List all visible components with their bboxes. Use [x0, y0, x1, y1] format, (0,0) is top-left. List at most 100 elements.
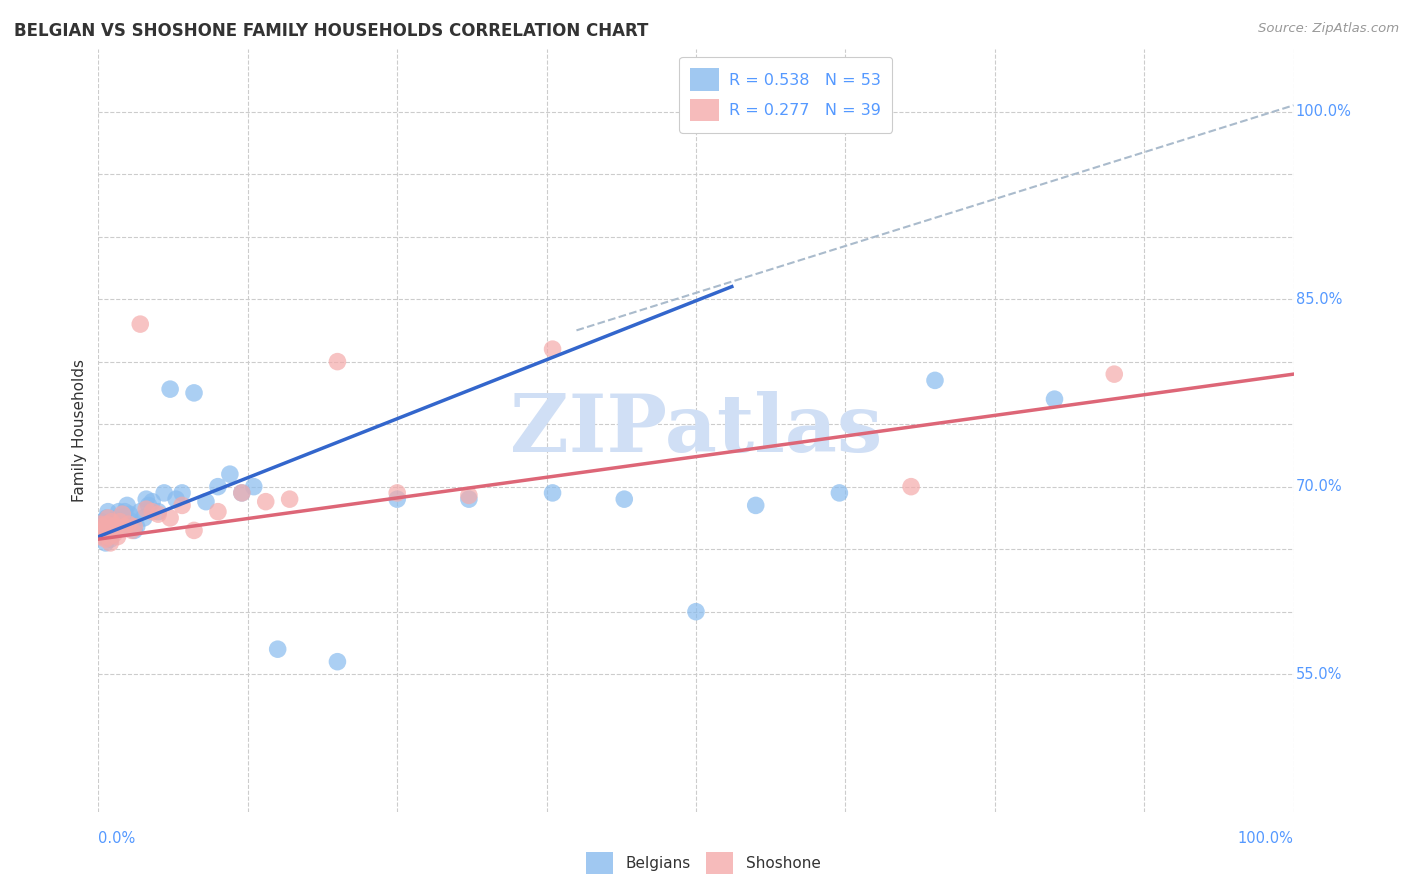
Point — [267, 642, 290, 657]
Point — [541, 342, 564, 356]
Point — [326, 655, 349, 669]
Point — [458, 488, 481, 502]
Point — [89, 517, 111, 532]
Point — [89, 517, 111, 532]
Point — [278, 492, 301, 507]
Point — [115, 499, 138, 513]
Point — [97, 511, 120, 525]
Point — [104, 524, 127, 538]
Point — [129, 317, 152, 331]
Point — [541, 486, 564, 500]
Point — [828, 486, 851, 500]
Point — [135, 502, 157, 516]
Text: 0.0%: 0.0% — [98, 830, 135, 846]
Point — [114, 505, 136, 519]
Legend: R = 0.538   N = 53, R = 0.277   N = 39: R = 0.538 N = 53, R = 0.277 N = 39 — [679, 57, 891, 133]
Point — [124, 524, 146, 538]
Point — [98, 536, 122, 550]
Point — [148, 505, 170, 519]
Point — [458, 492, 481, 507]
Point — [111, 507, 134, 521]
Text: 55.0%: 55.0% — [1296, 666, 1343, 681]
Point — [103, 519, 125, 533]
Point — [121, 515, 143, 529]
Point — [98, 530, 121, 544]
Point — [104, 524, 127, 538]
Point — [685, 605, 707, 619]
Text: 100.0%: 100.0% — [1237, 830, 1294, 846]
Point — [110, 519, 132, 533]
Point — [103, 527, 125, 541]
Point — [613, 492, 636, 507]
Point — [90, 524, 112, 538]
Point — [924, 373, 946, 387]
Point — [98, 532, 122, 546]
Point — [172, 499, 194, 513]
Point — [93, 527, 115, 541]
Point — [107, 530, 129, 544]
Point — [107, 511, 129, 525]
Point — [231, 486, 253, 500]
Point — [105, 519, 128, 533]
Point — [141, 494, 163, 508]
Text: Source: ZipAtlas.com: Source: ZipAtlas.com — [1258, 22, 1399, 36]
Point — [254, 494, 277, 508]
Point — [326, 354, 349, 368]
Point — [138, 499, 160, 513]
Point — [94, 536, 117, 550]
Point — [159, 382, 181, 396]
Point — [165, 492, 187, 507]
Point — [96, 517, 118, 532]
Text: BELGIAN VS SHOSHONE FAMILY HOUSEHOLDS CORRELATION CHART: BELGIAN VS SHOSHONE FAMILY HOUSEHOLDS CO… — [14, 22, 648, 40]
Point — [97, 505, 120, 519]
Point — [148, 507, 170, 521]
Point — [219, 467, 242, 482]
Point — [153, 486, 176, 500]
Text: 85.0%: 85.0% — [1296, 292, 1343, 307]
Point — [94, 532, 117, 546]
Point — [207, 505, 229, 519]
Point — [114, 519, 136, 533]
Point — [117, 517, 139, 532]
Point — [91, 515, 114, 529]
Point — [385, 486, 409, 500]
Point — [100, 515, 122, 529]
Text: 70.0%: 70.0% — [1296, 479, 1343, 494]
Point — [98, 530, 121, 544]
Point — [107, 505, 129, 519]
Y-axis label: Family Households: Family Households — [72, 359, 87, 502]
Point — [91, 519, 114, 533]
Point — [900, 480, 922, 494]
Point — [101, 515, 124, 529]
Point — [100, 517, 122, 532]
Point — [207, 480, 229, 494]
Point — [243, 480, 266, 494]
Point — [141, 505, 163, 519]
Point — [183, 385, 205, 400]
Point — [1102, 367, 1125, 381]
Point — [194, 494, 217, 508]
Point — [108, 515, 131, 529]
Point — [108, 515, 131, 529]
Point — [135, 492, 157, 507]
Text: ZIPatlas: ZIPatlas — [510, 392, 882, 469]
Point — [91, 519, 114, 533]
Point — [125, 519, 148, 533]
Point — [96, 511, 118, 525]
Point — [1043, 392, 1066, 406]
Point — [105, 517, 128, 532]
Point — [90, 530, 112, 544]
Legend: Belgians, Shoshone: Belgians, Shoshone — [579, 846, 827, 880]
Point — [121, 524, 143, 538]
Point — [745, 499, 768, 513]
Point — [93, 530, 115, 544]
Point — [101, 519, 124, 533]
Text: 100.0%: 100.0% — [1296, 104, 1351, 119]
Point — [385, 492, 409, 507]
Point — [159, 511, 181, 525]
Point — [118, 507, 141, 521]
Point — [132, 511, 155, 525]
Point — [91, 524, 114, 538]
Point — [172, 486, 194, 500]
Point — [111, 511, 134, 525]
